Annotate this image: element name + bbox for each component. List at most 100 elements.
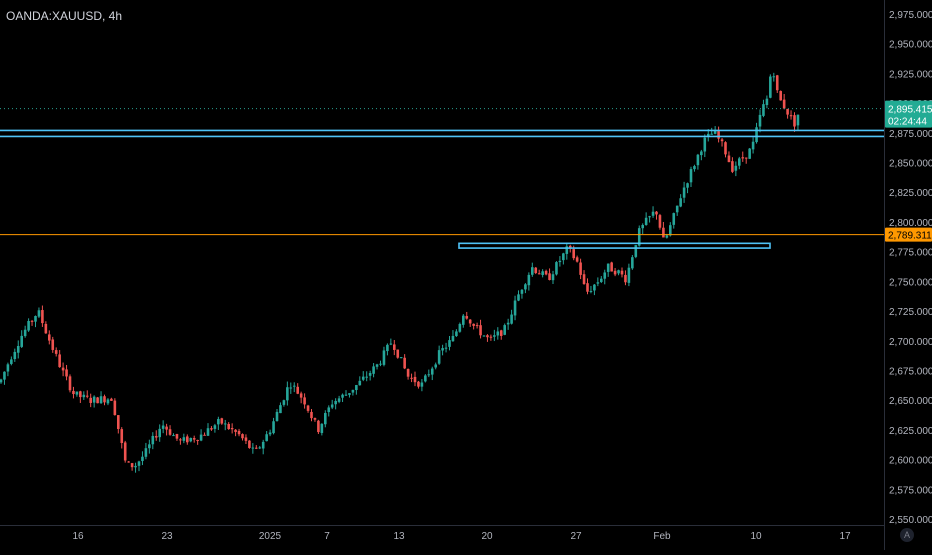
candle-body [717, 131, 720, 138]
candle-body [327, 407, 330, 412]
candle-body [238, 431, 241, 434]
x-tick-label: 23 [161, 531, 173, 542]
y-tick-label: 2,700.000 [889, 337, 932, 348]
candle-body [310, 412, 313, 418]
candle-body [103, 396, 106, 402]
candle-body [741, 157, 744, 158]
candle-body [379, 364, 382, 365]
candle-body [65, 369, 68, 376]
y-tick-label: 2,800.000 [889, 218, 932, 229]
candle-body [234, 430, 237, 432]
candle-body [669, 225, 672, 235]
x-tick-label: 10 [750, 531, 762, 542]
candle-body [283, 400, 286, 405]
candle-body [748, 149, 751, 159]
candle-body [676, 206, 679, 213]
candle-body [666, 235, 669, 237]
candle-body [245, 437, 248, 440]
x-tick-label: 17 [839, 531, 851, 542]
candle-body [300, 393, 303, 397]
candle-body [7, 364, 10, 371]
candle-body [55, 350, 58, 354]
candle-body [400, 357, 403, 358]
candle-body [210, 428, 213, 429]
candle-body [352, 390, 355, 393]
candle-body [462, 316, 465, 325]
candle-body [500, 330, 503, 336]
candle-body [362, 377, 365, 380]
candle-body [176, 434, 179, 439]
level-price-value: 2,789.311 [888, 231, 932, 242]
candle-body [127, 462, 130, 463]
candle-body [162, 426, 165, 429]
x-tick-label: 20 [481, 531, 493, 542]
candle-body [179, 439, 182, 440]
candle-body [51, 339, 54, 349]
candle-body [704, 138, 707, 152]
candle-body [93, 397, 96, 403]
bar-countdown: 02:24:44 [888, 117, 927, 128]
candle-body [562, 253, 565, 260]
candle-body [559, 261, 562, 262]
y-tick-label: 2,675.000 [889, 366, 932, 377]
candle-body [255, 448, 258, 449]
candle-body [503, 325, 506, 335]
candle-body [69, 376, 72, 390]
candle-body [762, 104, 765, 116]
candle-body [693, 166, 696, 169]
candle-body [224, 423, 227, 424]
candle-body [196, 440, 199, 441]
candle-body [396, 350, 399, 358]
candle-body [424, 375, 427, 381]
candle-body [41, 310, 44, 323]
y-axis[interactable]: 2,975.0002,950.0002,925.0002,900.0002,87… [885, 0, 932, 550]
candle-body [472, 324, 475, 326]
candle-body [207, 428, 210, 436]
y-tick-label: 2,650.000 [889, 396, 932, 407]
candle-body [262, 442, 265, 449]
candle-body [417, 382, 420, 387]
candle-body [476, 325, 479, 326]
candle-body [738, 158, 741, 165]
candle-body [641, 225, 644, 228]
candle-body [783, 100, 786, 109]
candle-body [697, 155, 700, 165]
candle-body [317, 421, 320, 432]
overlay-lines-group [0, 109, 884, 248]
candle-body [200, 435, 203, 441]
candle-body [34, 316, 37, 322]
symbol-title: OANDA:XAUUSD, 4h [6, 9, 122, 23]
candle-body [265, 434, 268, 441]
candle-body [434, 364, 437, 367]
candle-body [338, 398, 341, 402]
candle-body [390, 344, 393, 345]
candle-body [759, 115, 762, 127]
candle-body [296, 387, 299, 394]
candle-body [79, 391, 82, 397]
y-tick-label: 2,850.000 [889, 159, 932, 170]
candle-body [645, 218, 648, 225]
candle-body [24, 330, 27, 336]
candle-body [186, 436, 189, 442]
candle-body [183, 437, 186, 441]
candle-body [786, 109, 789, 115]
candle-body [755, 127, 758, 142]
candle-body [383, 350, 386, 364]
candle-body [117, 415, 120, 429]
support-zone-box[interactable] [459, 243, 770, 248]
candle-body [169, 429, 172, 435]
candle-body [376, 364, 379, 366]
candle-body [72, 391, 75, 394]
candle-body [534, 268, 537, 273]
candle-body [231, 428, 234, 429]
candle-body [455, 331, 458, 336]
candle-body [114, 401, 117, 415]
candle-body [662, 228, 665, 238]
auto-scale-button[interactable]: A [900, 528, 914, 542]
candle-body [731, 161, 734, 172]
candle-body [120, 429, 123, 443]
candle-body [614, 271, 617, 275]
candle-body [486, 335, 489, 337]
